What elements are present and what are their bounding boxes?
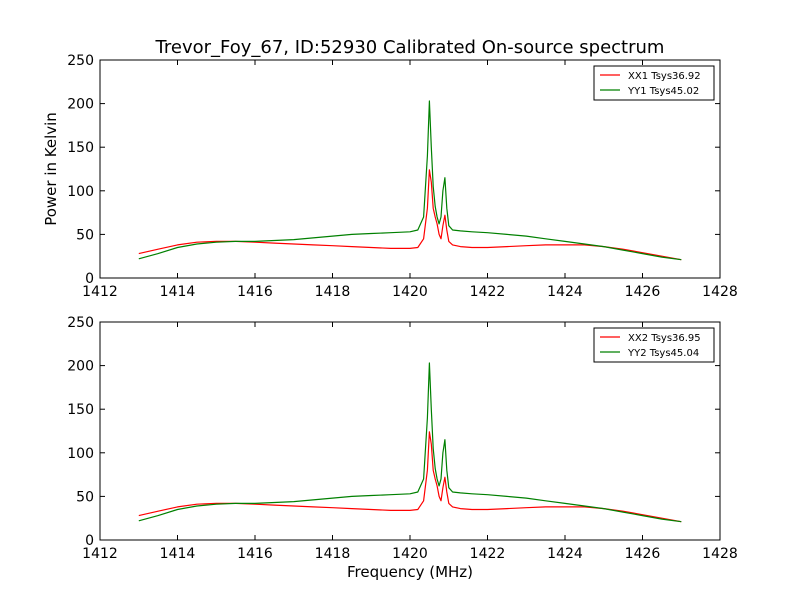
legend-entry: XX1 Tsys36.92 [628, 71, 701, 82]
x-tick-label: 1426 [625, 284, 661, 300]
x-tick-label: 1412 [82, 284, 118, 300]
x-tick-label: 1420 [392, 284, 428, 300]
y-tick-label: 200 [67, 359, 94, 375]
series-line-yy [138, 100, 682, 261]
x-tick-label: 1418 [315, 284, 351, 300]
legend-box [593, 65, 715, 101]
x-tick-label: 1422 [470, 546, 506, 562]
legend-entry: XX2 Tsys36.95 [628, 333, 701, 344]
y-tick-label: 150 [67, 140, 94, 156]
series-group [138, 100, 682, 261]
legend-entry: YY2 Tsys45.04 [627, 348, 699, 359]
top-panel: 1412 1414 1416 1418 1420 1422 1424 1426 1428 0 50 1… [67, 53, 738, 300]
x-axis-label: Frequency (MHz) [347, 563, 473, 581]
x-tick-label: 1426 [625, 546, 661, 562]
series-line-xx [138, 169, 682, 261]
figure-title: Trevor_Foy_67, ID:52930 Calibrated On-so… [155, 37, 665, 58]
x-tick-label: 1416 [237, 546, 273, 562]
x-tick-label: 1424 [547, 284, 583, 300]
legend-entry: YY1 Tsys45.02 [627, 86, 699, 97]
x-tick-label: 1414 [160, 546, 196, 562]
legend: XX1 Tsys36.92 YY1 Tsys45.02 [593, 65, 715, 101]
y-tick-label: 100 [67, 446, 94, 462]
series-line-xx [138, 431, 682, 523]
y-tick-label: 200 [67, 97, 94, 113]
y-tick-label: 150 [67, 402, 94, 418]
x-tick-label: 1414 [160, 284, 196, 300]
y-tick-label: 0 [85, 271, 94, 287]
series-group [138, 362, 682, 523]
x-tick-label: 1416 [237, 284, 273, 300]
legend-box [593, 327, 715, 363]
y-axis-label: Power in Kelvin [42, 112, 60, 226]
series-line-yy [138, 362, 682, 523]
y-tick-label: 100 [67, 184, 94, 200]
y-tick-label: 250 [67, 315, 94, 331]
x-tick-label: 1412 [82, 546, 118, 562]
y-tick-label: 50 [76, 489, 94, 505]
x-tick-label: 1418 [315, 546, 351, 562]
x-tick-label: 1428 [702, 546, 738, 562]
y-tick-label: 250 [67, 53, 94, 69]
x-tick-label: 1420 [392, 546, 428, 562]
y-tick-label: 0 [85, 533, 94, 549]
bottom-panel: 1412 1414 1416 1418 1420 1422 1424 1426 1428 0 50 1… [67, 315, 738, 562]
legend: XX2 Tsys36.95 YY2 Tsys45.04 [593, 327, 715, 363]
x-tick-label: 1424 [547, 546, 583, 562]
x-tick-label: 1422 [470, 284, 506, 300]
y-tick-label: 50 [76, 227, 94, 243]
x-tick-label: 1428 [702, 284, 738, 300]
